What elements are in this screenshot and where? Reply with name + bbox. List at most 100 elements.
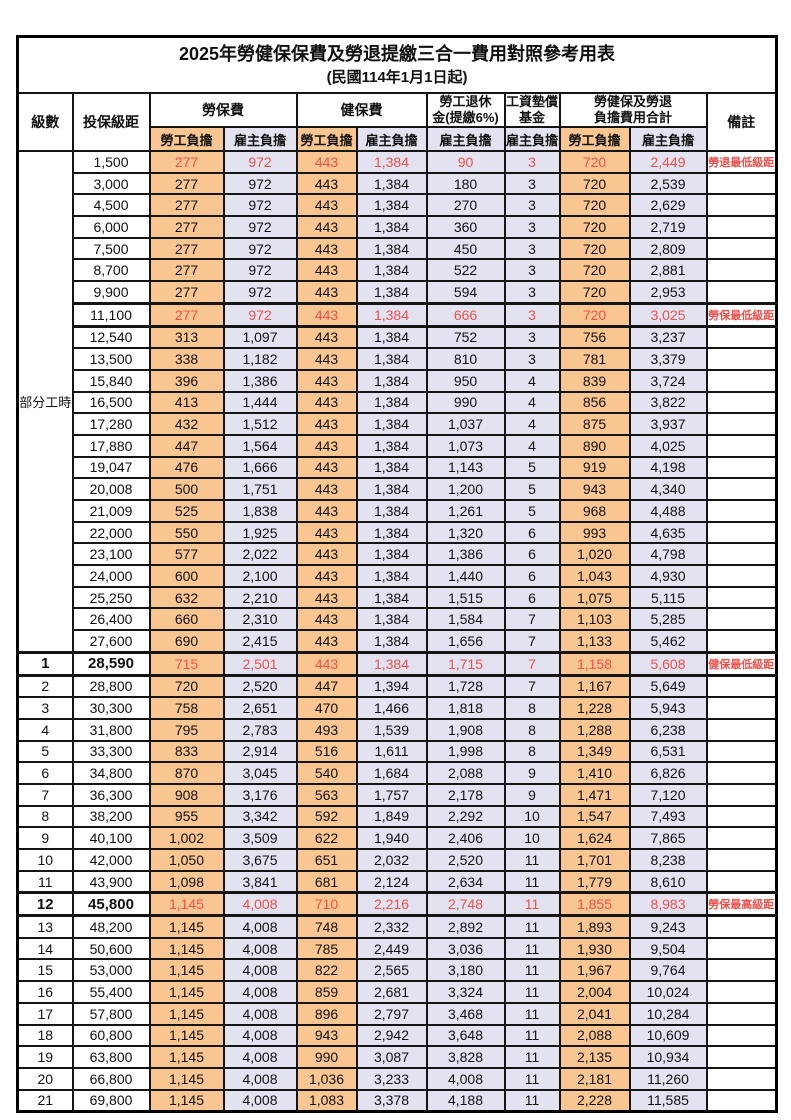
table-row: 25,250 632 2,210 443 1,384 1,515 6 1,075 5,115	[18, 585, 778, 610]
cell-remark	[705, 171, 778, 196]
cell-health-employee: 592	[295, 804, 358, 829]
cell-remark	[705, 193, 778, 218]
cell-labor-employee: 720	[148, 673, 225, 699]
cell-pension-employer: 4,188	[425, 1088, 506, 1113]
cell-health-employer: 1,757	[355, 782, 428, 807]
cell-health-employee: 470	[295, 696, 358, 720]
cell-level: 17	[16, 1001, 74, 1026]
cell-health-employee: 443	[295, 390, 358, 415]
cell-health-employer: 1,384	[355, 193, 428, 218]
sub-header-row: 勞工負擔 雇主負擔 勞工負擔 雇主負擔 雇主負擔 雇主負擔 勞工負擔 雇主負擔	[18, 126, 777, 152]
cell-remark	[705, 980, 778, 1004]
cell-health-employee: 443	[295, 171, 358, 196]
cell-total-employee: 2,135	[558, 1045, 631, 1069]
cell-labor-employer: 3,176	[222, 782, 298, 807]
cell-pension-employer: 1,037	[425, 412, 506, 436]
cell-labor-employer: 4,008	[222, 1066, 298, 1091]
cell-health-employer: 1,384	[355, 280, 428, 305]
bracket: 13,500	[71, 347, 151, 371]
cell-pension-employer: 180	[425, 171, 506, 196]
cell-labor-employer: 4,008	[222, 936, 298, 961]
cell-remark	[705, 542, 778, 567]
col-group-pension: 勞工退休 金(提繳6%)	[425, 92, 506, 128]
cell-health-employee: 443	[295, 412, 358, 436]
cell-health-employee: 493	[295, 717, 358, 742]
cell-total-employee: 1,547	[558, 804, 631, 829]
cell-wagefund-employer: 11	[503, 1088, 561, 1113]
cell-labor-employee: 758	[148, 696, 225, 720]
cell-health-employee: 990	[295, 1045, 358, 1069]
cell-total-employer: 10,934	[628, 1045, 708, 1069]
cell-remark	[705, 499, 778, 523]
cell-total-employee: 1,020	[558, 542, 631, 567]
cell-wagefund-employer: 5	[503, 455, 561, 480]
bracket: 33,300	[71, 739, 151, 764]
bracket: 40,100	[71, 826, 151, 850]
cell-labor-employee: 432	[148, 412, 225, 436]
table-row: 3,000 277 972 443 1,384 180 3 720 2,539	[18, 171, 778, 196]
bracket: 7,500	[71, 236, 151, 261]
cell-labor-employee: 1,098	[148, 869, 225, 894]
cell-labor-employee: 525	[148, 499, 225, 523]
cell-total-employee: 720	[558, 150, 631, 174]
cell-wagefund-employer: 11	[503, 914, 561, 939]
cell-health-employer: 1,384	[355, 324, 428, 350]
cell-wagefund-employer: 11	[503, 1066, 561, 1091]
bracket: 63,800	[71, 1045, 151, 1069]
cell-health-employer: 1,394	[355, 673, 428, 699]
cell-health-employee: 651	[295, 848, 358, 872]
cell-labor-employee: 908	[148, 782, 225, 807]
bracket: 50,600	[71, 936, 151, 961]
cell-wagefund-employer: 3	[503, 193, 561, 218]
cell-labor-employer: 4,008	[222, 1023, 298, 1048]
cell-total-employee: 993	[558, 520, 631, 545]
cell-pension-employer: 990	[425, 390, 506, 415]
cell-level: 8	[16, 804, 74, 829]
cell-pension-employer: 1,440	[425, 564, 506, 588]
cell-health-employer: 1,684	[355, 761, 428, 785]
cell-labor-employee: 476	[148, 455, 225, 480]
cell-wagefund-employer: 3	[503, 150, 561, 174]
cell-pension-employer: 1,728	[425, 673, 506, 699]
cell-total-employee: 1,701	[558, 848, 631, 872]
cell-labor-employer: 1,097	[222, 324, 298, 350]
cell-total-employer: 10,609	[628, 1023, 708, 1048]
bracket: 42,000	[71, 848, 151, 872]
cell-health-employee: 443	[295, 193, 358, 218]
cell-labor-employee: 715	[148, 650, 225, 677]
bracket: 21,009	[71, 499, 151, 523]
cell-total-employee: 756	[558, 324, 631, 350]
cell-total-employer: 2,449	[628, 150, 708, 174]
cell-wagefund-employer: 7	[503, 607, 561, 632]
cell-total-employee: 1,158	[558, 650, 631, 677]
cell-pension-employer: 450	[425, 236, 506, 261]
col-group-health-insurance: 健保費	[295, 92, 428, 128]
table-row: 1 28,590 715 2,501 443 1,384 1,715 7 1,158 5,608 健…	[16, 650, 778, 677]
cell-total-employee: 2,041	[558, 1001, 631, 1026]
cell-wagefund-employer: 3	[503, 236, 561, 261]
cell-remark	[705, 564, 778, 588]
cell-labor-employee: 1,145	[148, 1088, 225, 1113]
cell-total-employee: 943	[558, 477, 631, 501]
cell-wagefund-employer: 11	[503, 869, 561, 894]
cell-wagefund-employer: 7	[503, 629, 561, 654]
cell-labor-employee: 1,145	[148, 1045, 225, 1069]
cell-labor-employer: 972	[222, 150, 298, 174]
cell-labor-employee: 550	[148, 520, 225, 545]
cell-labor-employer: 1,564	[222, 433, 298, 458]
cell-wagefund-employer: 11	[503, 1001, 561, 1026]
cell-wagefund-employer: 11	[503, 1023, 561, 1048]
table-row: 8,700 277 972 443 1,384 522 3 720 2,881	[18, 258, 778, 283]
cell-total-employer: 2,539	[628, 171, 708, 196]
cell-wagefund-employer: 5	[503, 477, 561, 501]
cell-total-employer: 3,724	[628, 368, 708, 393]
cell-health-employee: 859	[295, 980, 358, 1004]
cell-labor-employer: 2,310	[222, 607, 298, 632]
cell-health-employee: 443	[295, 542, 358, 567]
cell-wagefund-employer: 6	[503, 542, 561, 567]
cell-remark	[705, 1045, 778, 1069]
cell-remark	[705, 607, 778, 632]
cell-level: 14	[16, 936, 74, 961]
table-row: 7,500 277 972 443 1,384 450 3 720 2,809	[18, 236, 778, 261]
cell-labor-employee: 795	[148, 717, 225, 742]
